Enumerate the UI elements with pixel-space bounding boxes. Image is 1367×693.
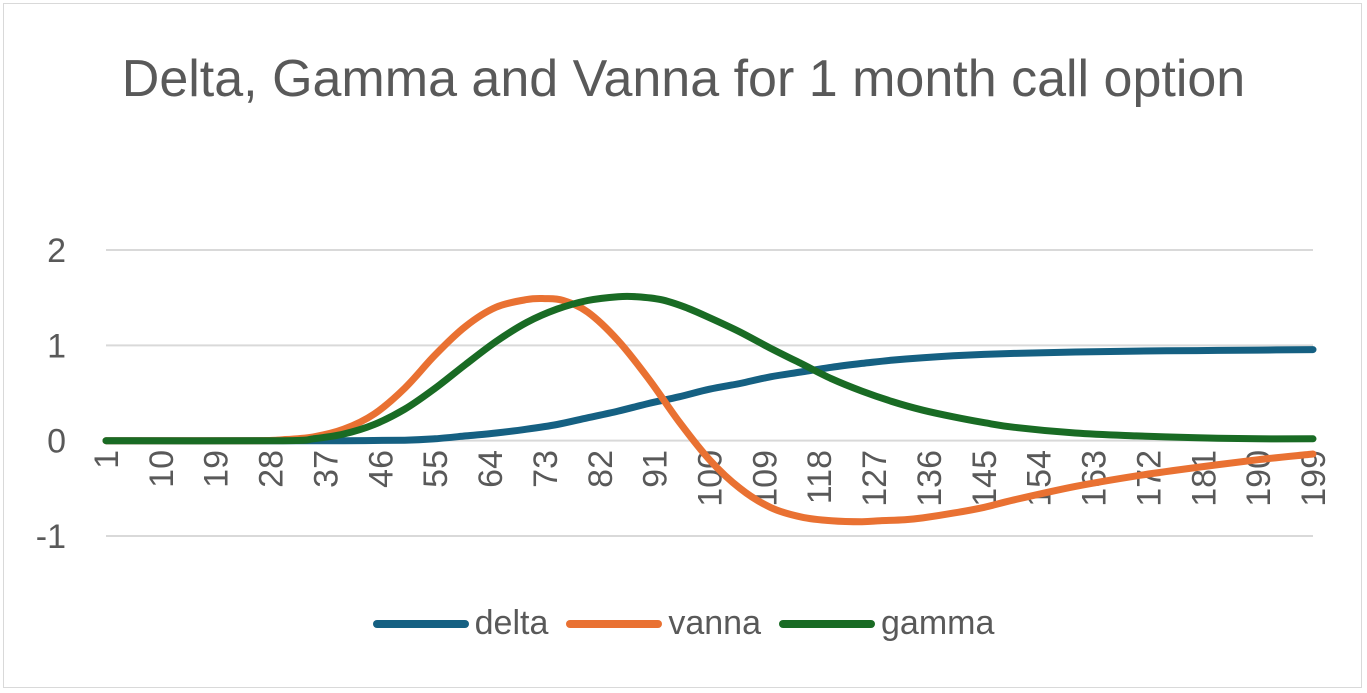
y-tick-label: -1 <box>36 518 66 556</box>
x-tick-label: 55 <box>417 450 455 488</box>
legend: delta vanna gamma <box>0 604 1367 643</box>
y-tick-label: 2 <box>47 232 66 270</box>
legend-swatch <box>372 619 469 628</box>
x-tick-label: 199 <box>1295 450 1333 507</box>
chart-title: Delta, Gamma and Vanna for 1 month call … <box>121 50 1246 108</box>
x-tick-label: 28 <box>253 450 291 488</box>
x-tick-label: 1 <box>88 450 126 469</box>
x-tick-label: 136 <box>911 450 949 507</box>
legend-item-gamma: gamma <box>779 604 994 643</box>
legend-item-vanna: vanna <box>566 604 761 643</box>
x-tick-label: 82 <box>582 450 620 488</box>
y-tick-label: 1 <box>47 327 66 365</box>
legend-label: delta <box>474 604 549 642</box>
series-line-vanna <box>102 294 1317 526</box>
x-tick-label: 73 <box>527 450 565 488</box>
legend-label: vanna <box>668 604 761 642</box>
x-tick-label: 10 <box>143 450 181 488</box>
x-tick-label: 64 <box>472 450 510 488</box>
legend-label: gamma <box>881 604 995 642</box>
legend-swatch <box>566 619 663 628</box>
x-tick-label: 37 <box>307 450 345 488</box>
x-tick-label: 19 <box>198 450 236 488</box>
x-tick-label: 127 <box>856 450 894 507</box>
y-tick-label: 0 <box>47 423 66 461</box>
legend-item-delta: delta <box>372 604 549 643</box>
x-tick-label: 118 <box>801 450 839 504</box>
series-line-gamma <box>102 292 1317 445</box>
y-axis-tick-labels: 2 1 0 -1 <box>36 232 66 556</box>
legend-swatch <box>779 619 875 628</box>
x-tick-label: 91 <box>637 450 675 488</box>
x-tick-label: 46 <box>362 450 400 488</box>
series-lines <box>102 292 1317 526</box>
series-line-delta <box>102 346 1317 445</box>
x-tick-label: 181 <box>1185 450 1223 507</box>
x-tick-label: 145 <box>966 450 1004 507</box>
